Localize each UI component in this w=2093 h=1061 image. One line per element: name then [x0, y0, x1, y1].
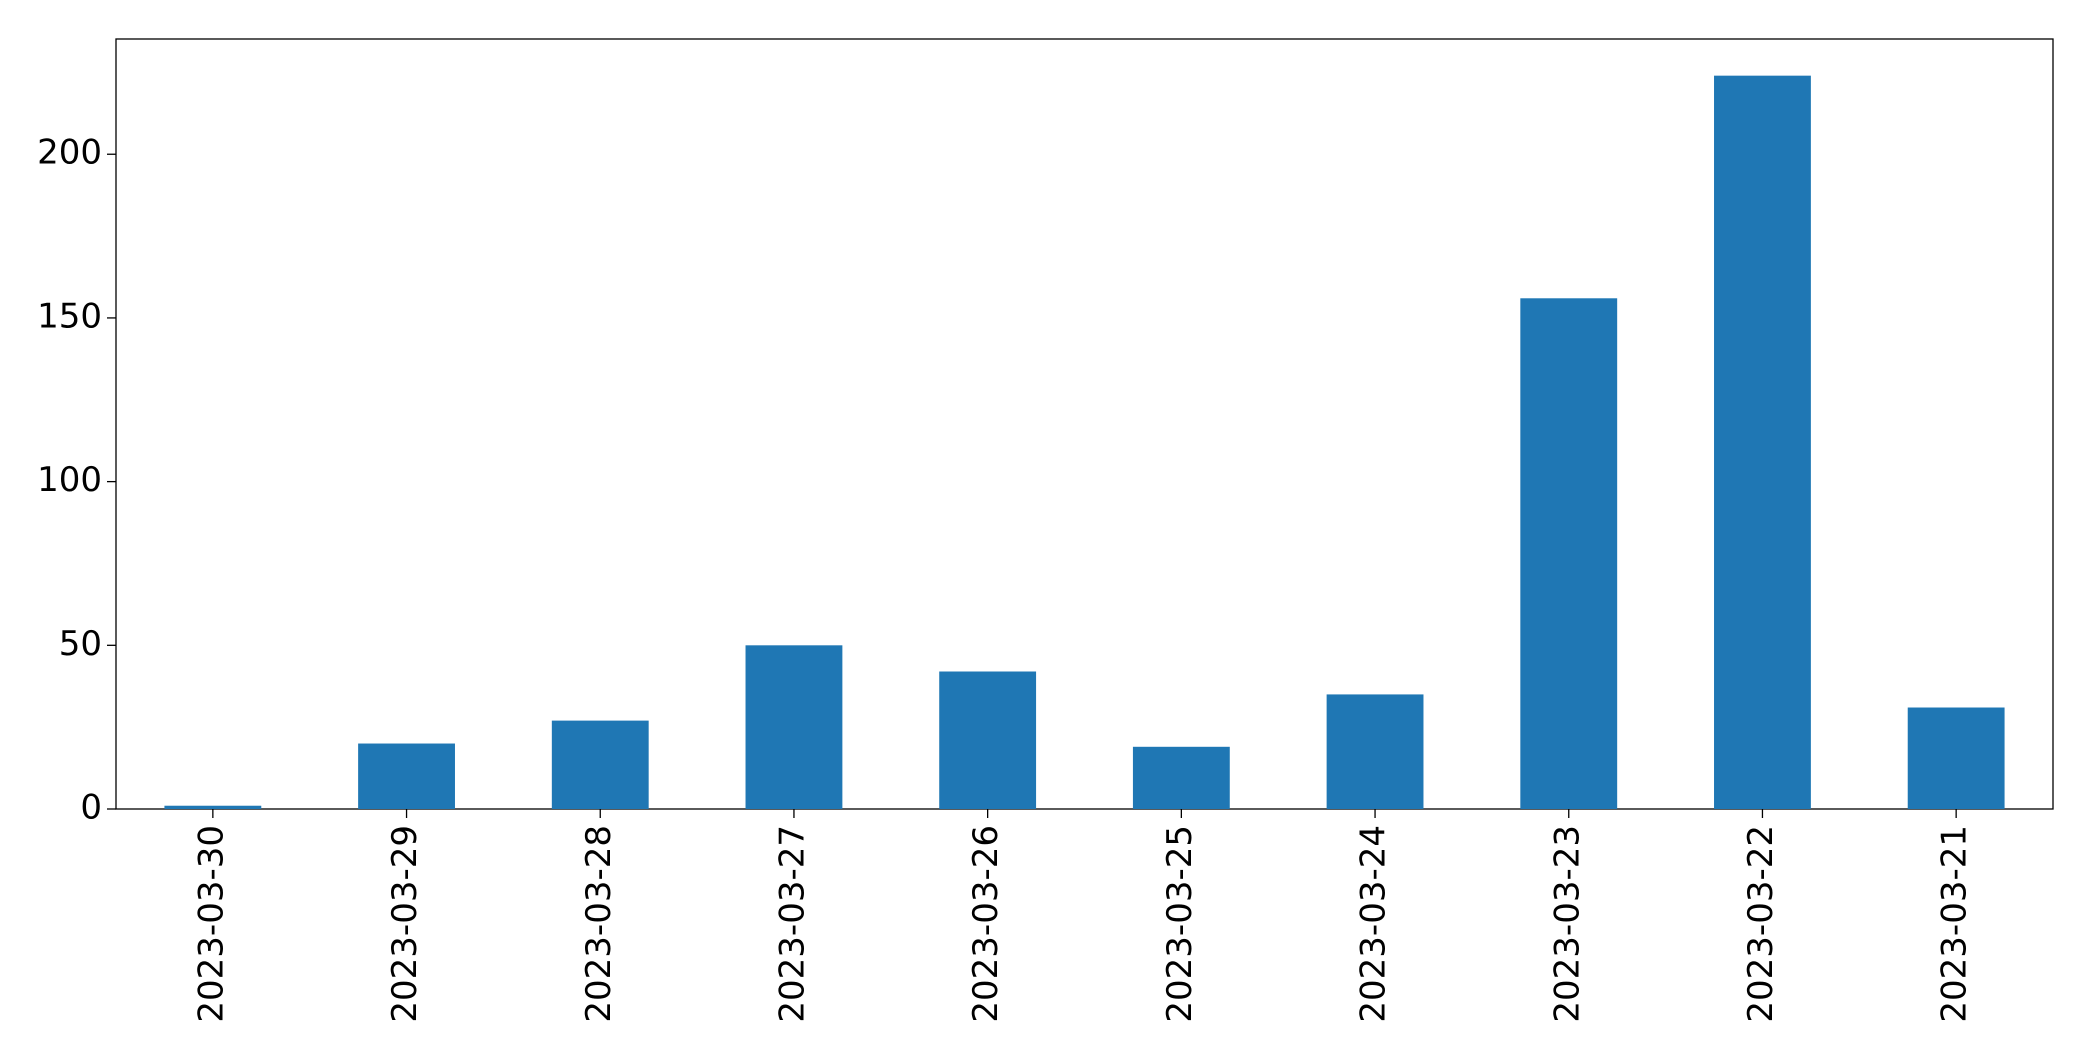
x-tick-label: 2023-03-29 — [385, 825, 425, 1023]
x-tick-label: 2023-03-22 — [1741, 825, 1781, 1023]
bar — [1132, 746, 1230, 809]
bar — [1714, 75, 1811, 809]
bar — [551, 720, 649, 809]
x-tick-label: 2023-03-30 — [191, 825, 231, 1023]
bar — [1326, 694, 1424, 809]
x-tick-label: 2023-03-28 — [579, 825, 619, 1023]
plot-frame — [115, 38, 2054, 810]
x-tick-label: 2023-03-23 — [1547, 825, 1587, 1023]
x-tick-label: 2023-03-24 — [1354, 825, 1394, 1023]
bar — [939, 671, 1037, 809]
bar — [745, 645, 843, 809]
bar — [164, 805, 262, 809]
y-tick-label: 200 — [37, 133, 102, 173]
y-tick-label: 100 — [37, 460, 102, 500]
x-tick-label: 2023-03-26 — [966, 825, 1006, 1023]
y-tick-label: 50 — [59, 624, 102, 664]
bar — [358, 743, 455, 809]
y-tick-label: 150 — [37, 296, 102, 336]
x-tick-label: 2023-03-27 — [772, 825, 812, 1023]
y-tick-label: 0 — [80, 788, 102, 828]
bar — [1520, 298, 1618, 809]
bar — [1907, 707, 2005, 809]
x-tick-label: 2023-03-25 — [1160, 825, 1200, 1023]
x-tick-label: 2023-03-21 — [1935, 825, 1975, 1023]
